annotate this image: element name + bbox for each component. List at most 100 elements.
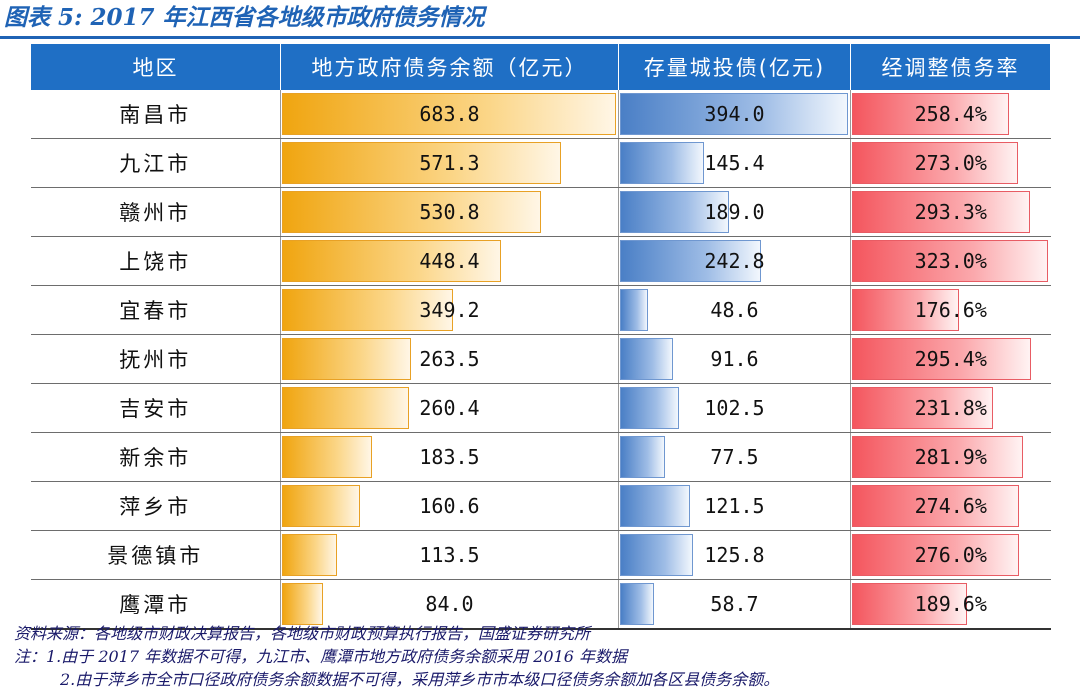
adjusted-rate-value: 176.6% [914,298,987,322]
table-row: 抚州市 263.5 91.6 295.4% [30,334,1051,384]
local-debt-cell: 530.8 [280,187,619,237]
local-debt-bar [282,338,411,380]
chengtou-bond-value: 48.6 [710,298,759,322]
adjusted-rate-cell: 176.6% [850,285,1051,335]
local-debt-bar [282,289,453,331]
chengtou-bond-value: 102.5 [704,396,765,420]
chengtou-bond-value: 394.0 [704,102,765,126]
adjusted-rate-value: 323.0% [914,249,987,273]
local-debt-cell: 160.6 [280,481,619,531]
local-debt-cell: 683.8 [280,90,619,139]
table-row: 九江市 571.3 145.4 273.0% [30,138,1051,188]
local-debt-value: 160.6 [419,494,480,518]
region-cell: 九江市 [30,138,281,188]
local-debt-value: 263.5 [419,347,480,371]
local-debt-cell: 263.5 [280,334,619,384]
table-row: 上饶市 448.4 242.8 323.0% [30,236,1051,286]
adjusted-rate-cell: 274.6% [850,481,1051,531]
table-row: 鹰潭市 84.0 58.7 189.6% [30,579,1051,630]
local-debt-value: 530.8 [419,200,480,224]
chengtou-bond-bar [620,289,648,331]
source-note: 资料来源：各地级市财政决算报告，各地级市财政预算执行报告，国盛证券研究所 [14,624,591,643]
adjusted-rate-value: 281.9% [914,445,987,469]
adjusted-rate-bar [852,338,1031,380]
header-region: 地区 [30,44,281,90]
table-row: 吉安市 260.4 102.5 231.8% [30,383,1051,433]
region-cell: 宜春市 [30,285,281,335]
adjusted-rate-value: 273.0% [914,151,987,175]
chengtou-bond-bar [620,534,693,576]
local-debt-bar [282,142,561,184]
adjusted-rate-value: 231.8% [914,396,987,420]
chengtou-bond-value: 189.0 [704,200,765,224]
chengtou-bond-cell: 102.5 [618,383,851,433]
title-rule [0,36,1080,39]
chengtou-bond-value: 77.5 [710,445,759,469]
chengtou-bond-cell: 121.5 [618,481,851,531]
adjusted-rate-bar [852,240,1048,282]
local-debt-cell: 113.5 [280,530,619,580]
local-debt-cell: 183.5 [280,432,619,482]
region-cell: 吉安市 [30,383,281,433]
adjusted-rate-bar [852,191,1030,233]
local-debt-bar [282,436,372,478]
chengtou-bond-bar [620,485,690,527]
adjusted-rate-bar [852,485,1019,527]
local-debt-bar [282,583,323,625]
local-debt-bar [282,240,501,282]
note-1: 注：1.由于 2017 年数据不可得，九江市、鹰潭市地方政府债务余额采用 201… [14,647,628,666]
adjusted-rate-cell: 323.0% [850,236,1051,286]
chengtou-bond-value: 91.6 [710,347,759,371]
adjusted-rate-value: 189.6% [914,592,987,616]
table-body: 南昌市 683.8 394.0 258.4% 九江市 571.3 145.4 273.0% 赣州… [30,90,1051,630]
local-debt-cell: 84.0 [280,579,619,630]
adjusted-rate-bar [852,142,1018,184]
table-row: 新余市 183.5 77.5 281.9% [30,432,1051,482]
region-cell: 景德镇市 [30,530,281,580]
chengtou-bond-bar [620,583,654,625]
region-cell: 上饶市 [30,236,281,286]
adjusted-rate-cell: 258.4% [850,90,1051,139]
local-debt-value: 448.4 [419,249,480,273]
local-debt-value: 571.3 [419,151,480,175]
adjusted-rate-cell: 293.3% [850,187,1051,237]
local-debt-bar [282,191,541,233]
adjusted-rate-bar [852,436,1023,478]
local-debt-bar [282,485,360,527]
chengtou-bond-bar [620,191,729,233]
adjusted-rate-bar [852,289,959,331]
chengtou-bond-bar [620,436,665,478]
chengtou-bond-bar [620,142,704,184]
adjusted-rate-bar [852,93,1009,135]
header-row: 地区 地方政府债务余额（亿元） 存量城投债(亿元) 经调整债务率 [30,44,1051,90]
adjusted-rate-bar [852,534,1019,576]
header-local-debt: 地方政府债务余额（亿元） [280,44,619,90]
region-cell: 抚州市 [30,334,281,384]
region-cell: 赣州市 [30,187,281,237]
local-debt-bar [282,534,337,576]
figure-title: 图表 5: 2017 年江西省各地级市政府债务情况 [4,4,485,31]
chengtou-bond-value: 125.8 [704,543,765,567]
local-debt-value: 84.0 [425,592,474,616]
adjusted-rate-value: 276.0% [914,543,987,567]
adjusted-rate-cell: 273.0% [850,138,1051,188]
region-cell: 鹰潭市 [30,579,281,630]
adjusted-rate-cell: 231.8% [850,383,1051,433]
adjusted-rate-bar [852,387,993,429]
footnotes: 资料来源：各地级市财政决算报告，各地级市财政预算执行报告，国盛证券研究所 注：1… [14,622,1074,691]
chengtou-bond-value: 121.5 [704,494,765,518]
chengtou-bond-cell: 242.8 [618,236,851,286]
table-row: 南昌市 683.8 394.0 258.4% [30,90,1051,139]
chengtou-bond-bar [620,338,673,380]
local-debt-value: 349.2 [419,298,480,322]
chengtou-bond-cell: 48.6 [618,285,851,335]
chengtou-bond-cell: 145.4 [618,138,851,188]
region-cell: 新余市 [30,432,281,482]
local-debt-cell: 571.3 [280,138,619,188]
adjusted-rate-cell: 276.0% [850,530,1051,580]
local-debt-value: 683.8 [419,102,480,126]
table-row: 萍乡市 160.6 121.5 274.6% [30,481,1051,531]
chengtou-bond-bar [620,240,761,282]
chengtou-bond-value: 58.7 [710,592,759,616]
chengtou-bond-value: 242.8 [704,249,765,273]
